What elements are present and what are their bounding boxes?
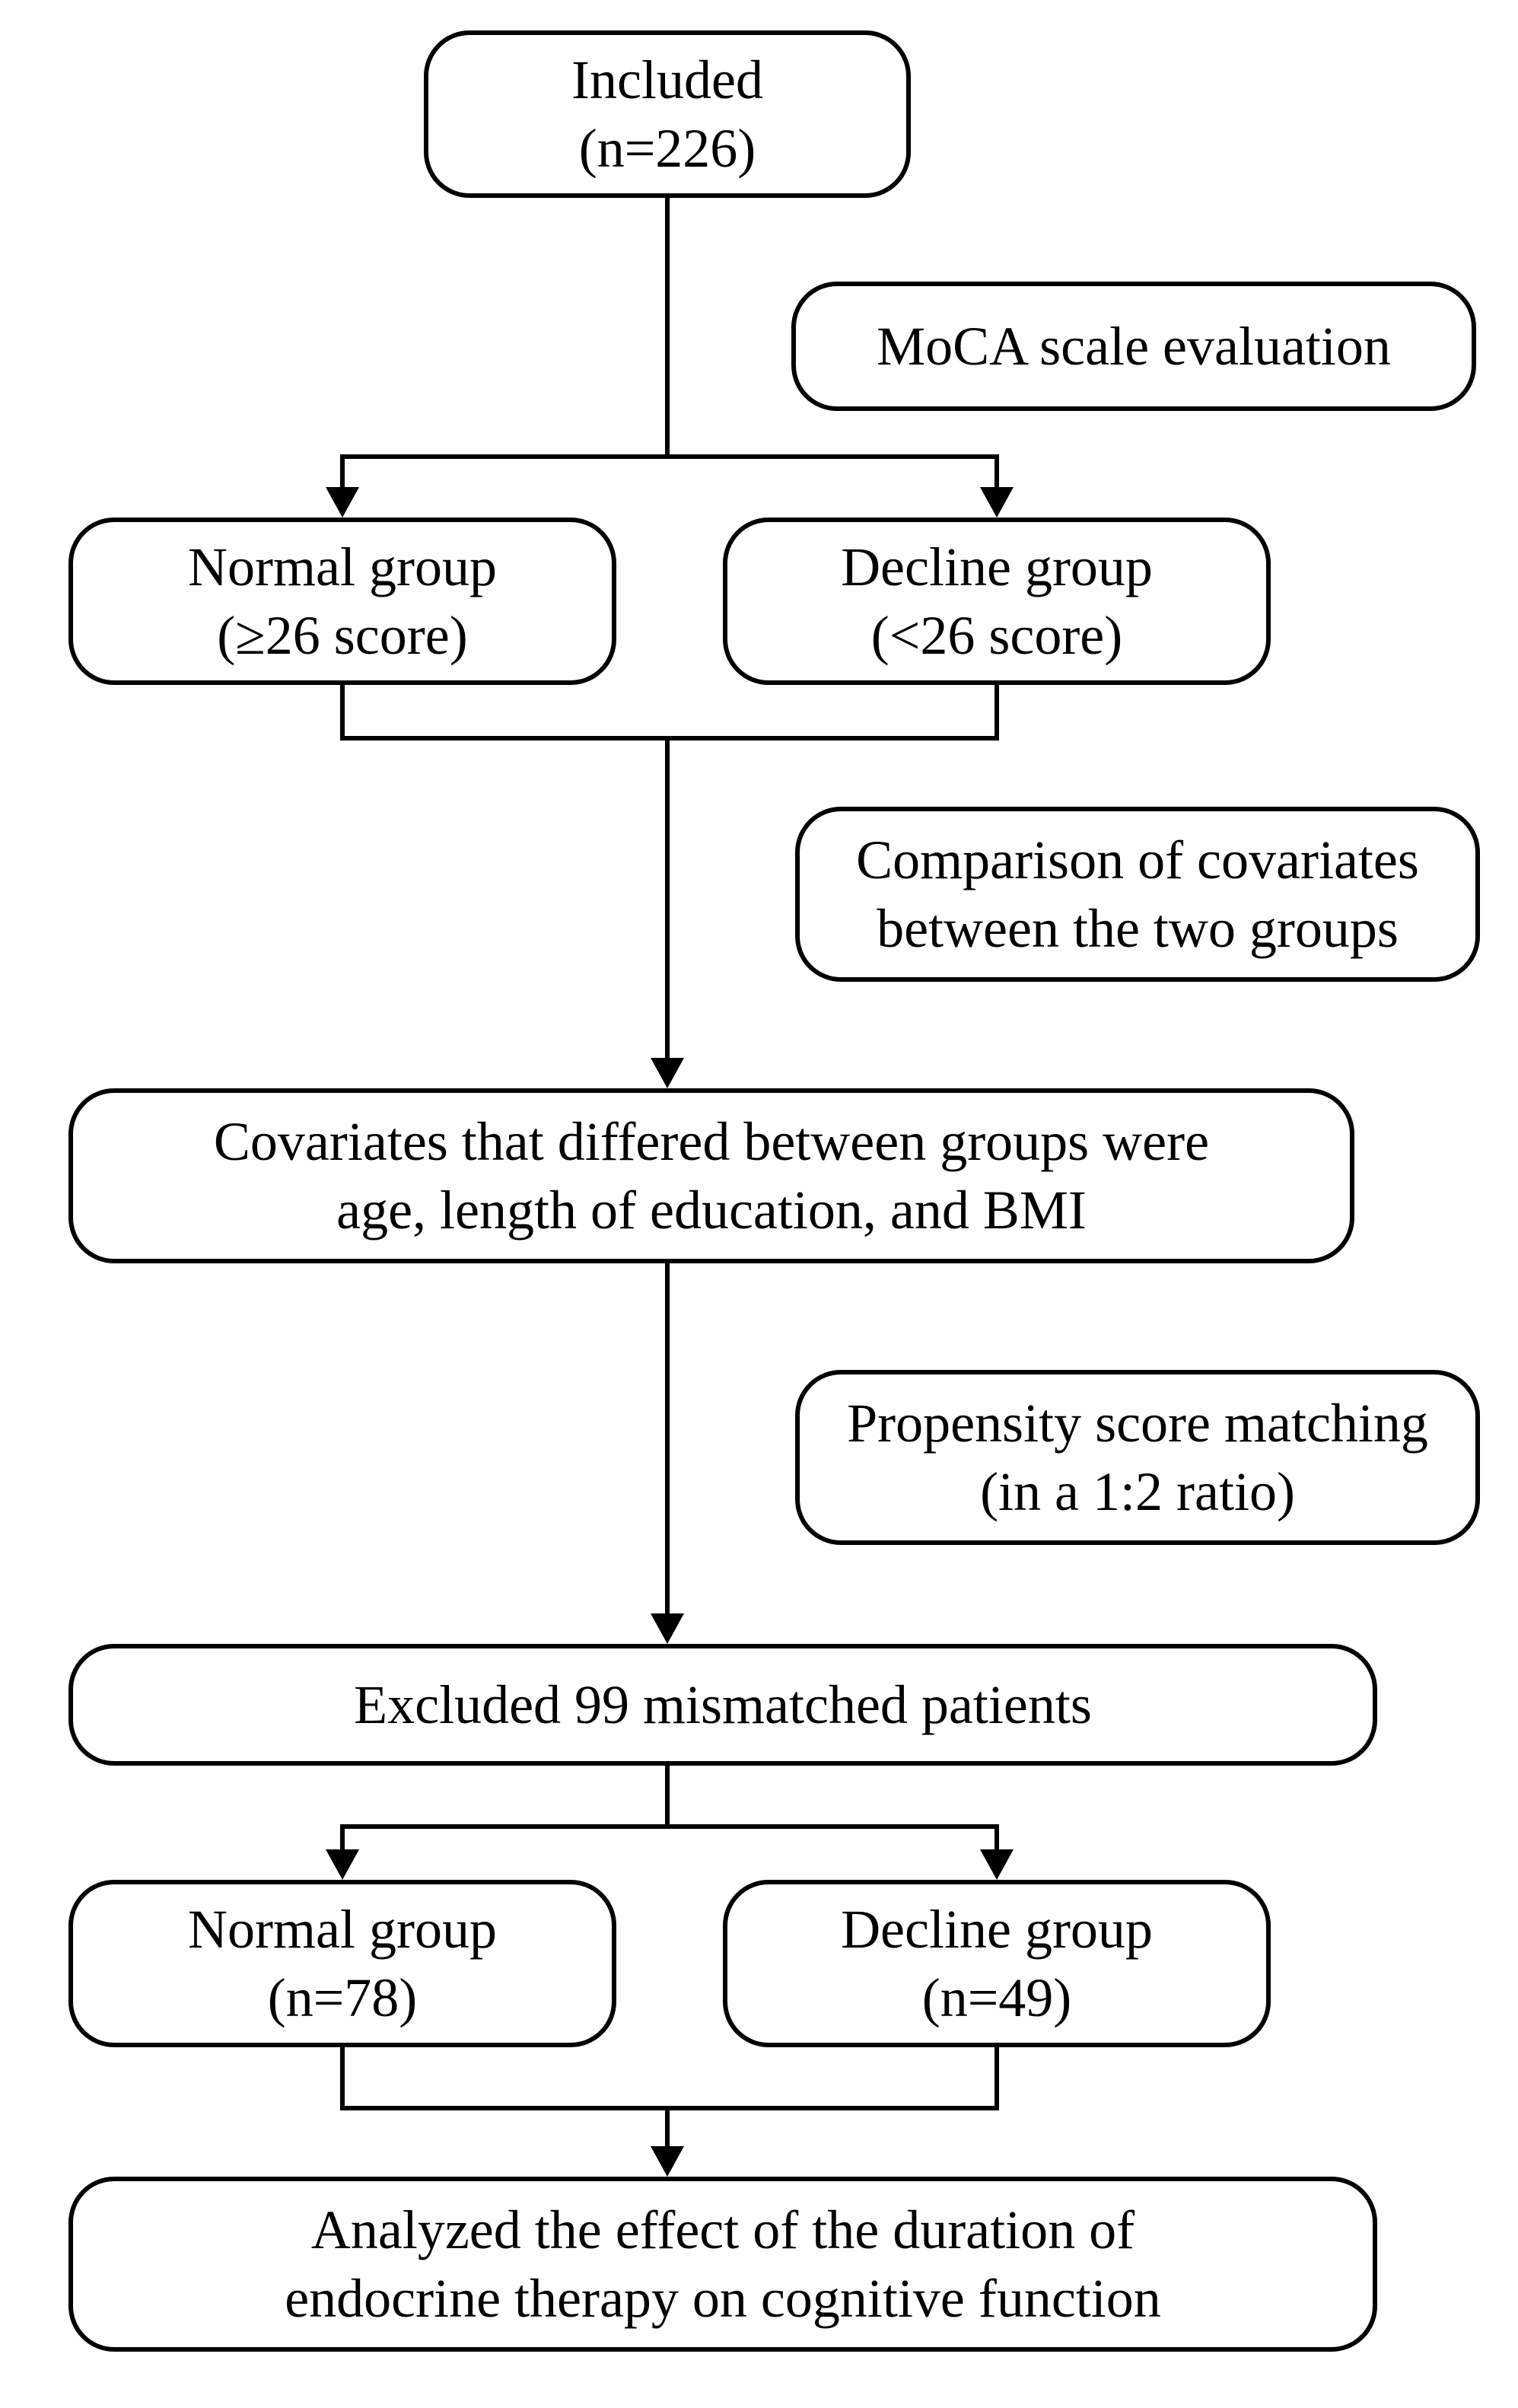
node-analyzed-line: Analyzed the effect of the duration of: [311, 2196, 1135, 2264]
node-decline1: Decline group(<26 score): [723, 518, 1271, 685]
node-decline2-line: (n=49): [922, 1964, 1072, 2032]
node-decline1-line: Decline group: [841, 533, 1153, 601]
node-moca: MoCA scale evaluation: [791, 282, 1476, 411]
node-covariates-line: age, length of education, and BMI: [336, 1176, 1087, 1244]
node-excluded: Excluded 99 mismatched patients: [68, 1644, 1377, 1766]
node-decline1-line: (<26 score): [871, 601, 1122, 670]
node-included-line: Included: [571, 46, 763, 114]
node-normal2: Normal group(n=78): [68, 1880, 616, 2047]
node-included-line: (n=226): [579, 114, 756, 183]
node-analyzed-line: endocrine therapy on cognitive function: [285, 2264, 1161, 2333]
node-normal1-line: Normal group: [188, 533, 497, 601]
node-compare-line: between the two groups: [877, 894, 1399, 963]
node-included: Included(n=226): [424, 30, 911, 198]
node-normal1: Normal group(≥26 score): [68, 518, 616, 685]
node-psm-line: Propensity score matching: [847, 1389, 1428, 1457]
node-normal2-line: Normal group: [188, 1895, 497, 1964]
node-excluded-line: Excluded 99 mismatched patients: [354, 1671, 1092, 1739]
flowchart-canvas: Included(n=226) MoCA scale evaluation Norm…: [0, 0, 1518, 2408]
node-psm: Propensity score matching(in a 1:2 ratio…: [795, 1370, 1480, 1545]
node-covariates: Covariates that differed between groups …: [68, 1088, 1354, 1263]
node-compare: Comparison of covariatesbetween the two …: [795, 807, 1480, 982]
node-compare-line: Comparison of covariates: [856, 826, 1419, 894]
node-decline2-line: Decline group: [841, 1895, 1153, 1964]
node-moca-line: MoCA scale evaluation: [877, 312, 1391, 381]
node-analyzed: Analyzed the effect of the duration ofen…: [68, 2177, 1377, 2352]
node-psm-line: (in a 1:2 ratio): [980, 1457, 1295, 1526]
node-normal2-line: (n=78): [268, 1964, 418, 2032]
node-normal1-line: (≥26 score): [217, 601, 467, 670]
node-decline2: Decline group(n=49): [723, 1880, 1271, 2047]
node-covariates-line: Covariates that differed between groups …: [214, 1107, 1209, 1176]
